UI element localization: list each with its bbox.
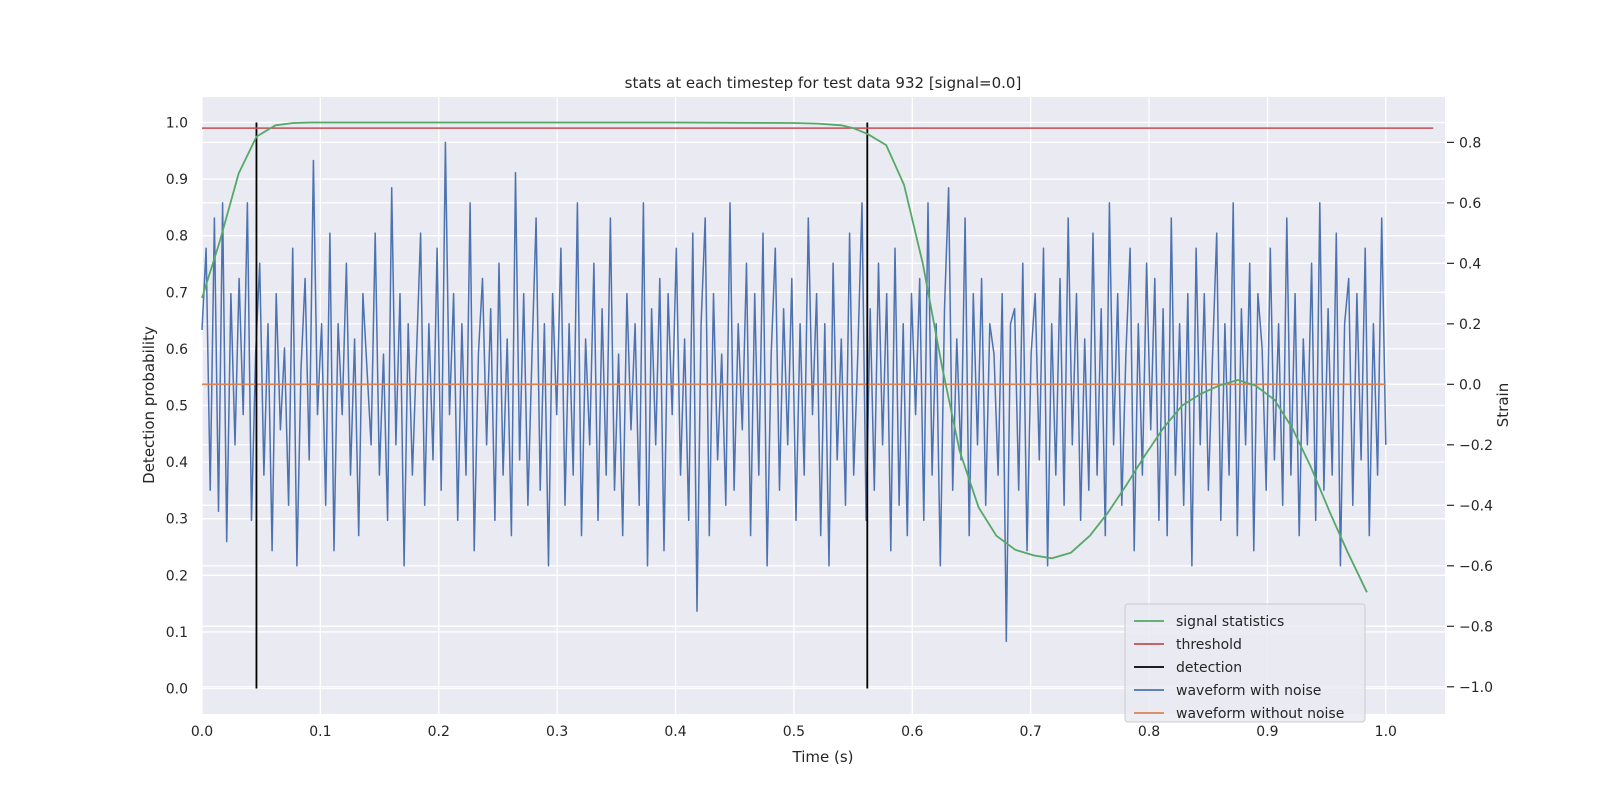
legend-label: threshold bbox=[1176, 637, 1242, 653]
x-tick-label: 0.4 bbox=[664, 724, 686, 740]
y-tick-label-right: 0.8 bbox=[1459, 135, 1481, 151]
x-axis-label: Time (s) bbox=[792, 748, 854, 766]
x-tick-label: 0.6 bbox=[901, 724, 923, 740]
x-tick-label: 0.3 bbox=[546, 724, 568, 740]
chart-title: stats at each timestep for test data 932… bbox=[625, 74, 1022, 92]
y-tick-label-left: 0.6 bbox=[166, 342, 188, 358]
signal-statistics-line bbox=[201, 121, 1368, 593]
x-tick-label: 0.7 bbox=[1020, 724, 1042, 740]
y-tick-label-right: −0.4 bbox=[1459, 498, 1493, 514]
legend-label: signal statistics bbox=[1176, 614, 1284, 630]
y-tick-label-left: 0.2 bbox=[166, 568, 188, 584]
y-tick-label-left: 0.0 bbox=[166, 682, 188, 698]
y-tick-label-left: 0.3 bbox=[166, 512, 188, 528]
y-tick-label-left: 0.7 bbox=[166, 285, 188, 301]
legend: signal statistics threshold detection wavef… bbox=[1124, 603, 1366, 723]
x-tick-label: 1.0 bbox=[1375, 724, 1397, 740]
y-axis-label-right: Strain bbox=[1494, 383, 1512, 427]
y-tick-label-left: 0.4 bbox=[166, 455, 188, 471]
legend-label: detection bbox=[1176, 660, 1242, 676]
y-tick-label-left: 0.8 bbox=[166, 229, 188, 245]
x-tick-label: 0.1 bbox=[309, 724, 331, 740]
y-tick-label-right: −1.0 bbox=[1459, 680, 1493, 696]
y-tick-label-right: 0.2 bbox=[1459, 317, 1481, 333]
y-tick-label-right: −0.2 bbox=[1459, 438, 1493, 454]
y-tick-label-left: 0.1 bbox=[166, 625, 188, 641]
y-tick-label-left: 1.0 bbox=[166, 115, 188, 131]
y-axis-label-left: Detection probability bbox=[140, 326, 158, 484]
x-tick-label: 0.9 bbox=[1256, 724, 1278, 740]
x-tick-label: 0.8 bbox=[1138, 724, 1160, 740]
series-layer bbox=[201, 121, 1434, 689]
waveform-with-noise-line bbox=[201, 141, 1387, 643]
x-tick-label: 0.5 bbox=[783, 724, 805, 740]
x-tick-label: 0.2 bbox=[428, 724, 450, 740]
y-tick-label-left: 0.9 bbox=[166, 172, 188, 188]
y-tick-label-right: −0.8 bbox=[1459, 619, 1493, 635]
legend-label: waveform without noise bbox=[1176, 706, 1344, 722]
y-tick-label-right: 0.6 bbox=[1459, 196, 1481, 212]
legend-box bbox=[1124, 603, 1366, 723]
x-tick-label: 0.0 bbox=[191, 724, 213, 740]
y-tick-label-left: 0.5 bbox=[166, 399, 188, 415]
y-tick-label-right: −0.6 bbox=[1459, 559, 1493, 575]
legend-label: waveform with noise bbox=[1176, 683, 1321, 699]
tick-labels: 0.0 0.1 0.2 0.3 0.4 0.5 0.6 0.7 0.8 0.9 1.0 0.0 0.1 0… bbox=[166, 115, 1493, 740]
y-tick-label-right: 0.0 bbox=[1459, 377, 1481, 393]
y-tick-label-right: 0.4 bbox=[1459, 256, 1481, 272]
